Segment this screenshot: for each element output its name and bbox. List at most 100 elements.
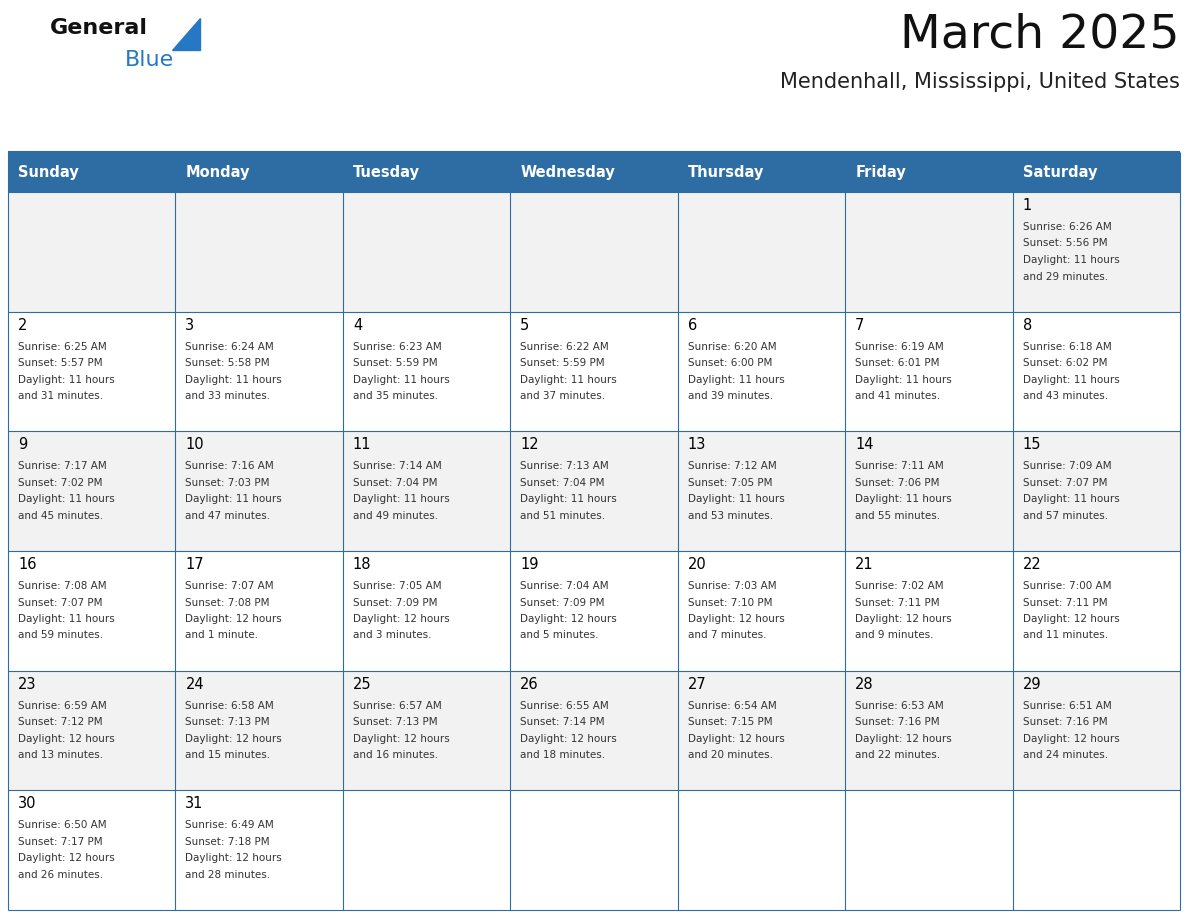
Text: and 41 minutes.: and 41 minutes. [855, 391, 940, 401]
Text: Sunrise: 7:08 AM: Sunrise: 7:08 AM [18, 581, 107, 591]
Text: Daylight: 11 hours: Daylight: 11 hours [520, 375, 617, 385]
Text: Sunset: 7:05 PM: Sunset: 7:05 PM [688, 478, 772, 487]
Text: and 37 minutes.: and 37 minutes. [520, 391, 606, 401]
Text: and 22 minutes.: and 22 minutes. [855, 750, 940, 760]
Text: 26: 26 [520, 677, 539, 691]
Text: Sunrise: 6:59 AM: Sunrise: 6:59 AM [18, 700, 107, 711]
Polygon shape [172, 18, 200, 50]
Bar [176, 431, 343, 551]
Bar [677, 192, 845, 312]
Text: Sunset: 7:06 PM: Sunset: 7:06 PM [855, 478, 940, 487]
Text: 9: 9 [18, 437, 27, 453]
Bar [8, 671, 176, 790]
Text: 16: 16 [18, 557, 37, 572]
Bar [176, 551, 343, 671]
Text: Sunset: 7:11 PM: Sunset: 7:11 PM [1023, 598, 1107, 608]
Text: 11: 11 [353, 437, 372, 453]
Text: 2: 2 [18, 318, 27, 332]
Bar [845, 790, 1012, 910]
Text: 24: 24 [185, 677, 204, 691]
Text: Sunrise: 6:51 AM: Sunrise: 6:51 AM [1023, 700, 1111, 711]
Text: Sunrise: 7:09 AM: Sunrise: 7:09 AM [1023, 462, 1111, 471]
Text: Friday: Friday [855, 164, 906, 180]
Text: Sunset: 7:09 PM: Sunset: 7:09 PM [520, 598, 605, 608]
Text: 28: 28 [855, 677, 873, 691]
Text: and 29 minutes.: and 29 minutes. [1023, 272, 1107, 282]
Text: Daylight: 11 hours: Daylight: 11 hours [855, 494, 952, 504]
Text: Sunrise: 6:49 AM: Sunrise: 6:49 AM [185, 821, 274, 831]
Text: Sunset: 7:07 PM: Sunset: 7:07 PM [1023, 478, 1107, 487]
Text: Sunrise: 6:22 AM: Sunrise: 6:22 AM [520, 341, 609, 352]
Text: Sunrise: 7:07 AM: Sunrise: 7:07 AM [185, 581, 274, 591]
Text: Thursday: Thursday [688, 164, 764, 180]
Text: Sunset: 7:13 PM: Sunset: 7:13 PM [353, 717, 437, 727]
Text: Sunset: 7:13 PM: Sunset: 7:13 PM [185, 717, 270, 727]
Bar [343, 192, 511, 312]
Text: 25: 25 [353, 677, 372, 691]
Text: 19: 19 [520, 557, 539, 572]
Text: Sunset: 7:04 PM: Sunset: 7:04 PM [353, 478, 437, 487]
Bar [845, 671, 1012, 790]
Text: 17: 17 [185, 557, 204, 572]
Text: Blue: Blue [125, 50, 175, 70]
Bar [677, 551, 845, 671]
Bar [511, 312, 677, 431]
Bar [8, 431, 176, 551]
Bar [343, 551, 511, 671]
Bar [8, 152, 1180, 192]
Text: 1: 1 [1023, 198, 1032, 213]
Text: Sunset: 7:14 PM: Sunset: 7:14 PM [520, 717, 605, 727]
Text: Sunset: 7:02 PM: Sunset: 7:02 PM [18, 478, 102, 487]
Text: Daylight: 12 hours: Daylight: 12 hours [185, 733, 283, 744]
Text: Sunrise: 7:13 AM: Sunrise: 7:13 AM [520, 462, 609, 471]
Text: Daylight: 11 hours: Daylight: 11 hours [1023, 494, 1119, 504]
Text: and 45 minutes.: and 45 minutes. [18, 510, 103, 521]
Text: Sunrise: 6:19 AM: Sunrise: 6:19 AM [855, 341, 944, 352]
Text: Sunrise: 6:25 AM: Sunrise: 6:25 AM [18, 341, 107, 352]
Text: 4: 4 [353, 318, 362, 332]
Text: Daylight: 11 hours: Daylight: 11 hours [688, 375, 784, 385]
Text: 27: 27 [688, 677, 707, 691]
Bar [1012, 192, 1180, 312]
Text: 3: 3 [185, 318, 195, 332]
Bar [1012, 790, 1180, 910]
Text: Sunrise: 7:12 AM: Sunrise: 7:12 AM [688, 462, 777, 471]
Text: Sunrise: 6:58 AM: Sunrise: 6:58 AM [185, 700, 274, 711]
Text: Daylight: 11 hours: Daylight: 11 hours [520, 494, 617, 504]
Text: 22: 22 [1023, 557, 1042, 572]
Text: and 47 minutes.: and 47 minutes. [185, 510, 271, 521]
Bar [511, 192, 677, 312]
Text: and 24 minutes.: and 24 minutes. [1023, 750, 1107, 760]
Text: Mendenhall, Mississippi, United States: Mendenhall, Mississippi, United States [781, 72, 1180, 92]
Text: Daylight: 12 hours: Daylight: 12 hours [185, 614, 283, 624]
Text: and 33 minutes.: and 33 minutes. [185, 391, 271, 401]
Text: and 53 minutes.: and 53 minutes. [688, 510, 773, 521]
Text: 13: 13 [688, 437, 706, 453]
Text: Sunrise: 7:11 AM: Sunrise: 7:11 AM [855, 462, 944, 471]
Text: 31: 31 [185, 796, 204, 812]
Bar [677, 790, 845, 910]
Text: and 28 minutes.: and 28 minutes. [185, 870, 271, 879]
Bar [176, 671, 343, 790]
Text: Sunset: 7:07 PM: Sunset: 7:07 PM [18, 598, 102, 608]
Text: Daylight: 11 hours: Daylight: 11 hours [185, 494, 283, 504]
Text: and 39 minutes.: and 39 minutes. [688, 391, 773, 401]
Text: Daylight: 12 hours: Daylight: 12 hours [18, 854, 115, 863]
Text: Sunrise: 7:03 AM: Sunrise: 7:03 AM [688, 581, 776, 591]
Text: Daylight: 12 hours: Daylight: 12 hours [1023, 733, 1119, 744]
Text: Daylight: 12 hours: Daylight: 12 hours [1023, 614, 1119, 624]
Text: and 9 minutes.: and 9 minutes. [855, 631, 934, 641]
Text: Sunrise: 7:05 AM: Sunrise: 7:05 AM [353, 581, 442, 591]
Text: Daylight: 12 hours: Daylight: 12 hours [18, 733, 115, 744]
Text: and 49 minutes.: and 49 minutes. [353, 510, 438, 521]
Text: and 31 minutes.: and 31 minutes. [18, 391, 103, 401]
Text: Daylight: 12 hours: Daylight: 12 hours [855, 733, 952, 744]
Text: Sunrise: 7:14 AM: Sunrise: 7:14 AM [353, 462, 442, 471]
Text: Sunrise: 6:18 AM: Sunrise: 6:18 AM [1023, 341, 1111, 352]
Text: 5: 5 [520, 318, 530, 332]
Text: Sunset: 7:16 PM: Sunset: 7:16 PM [1023, 717, 1107, 727]
Text: 21: 21 [855, 557, 873, 572]
Text: Sunrise: 6:57 AM: Sunrise: 6:57 AM [353, 700, 442, 711]
Text: Sunrise: 6:24 AM: Sunrise: 6:24 AM [185, 341, 274, 352]
Text: and 11 minutes.: and 11 minutes. [1023, 631, 1107, 641]
